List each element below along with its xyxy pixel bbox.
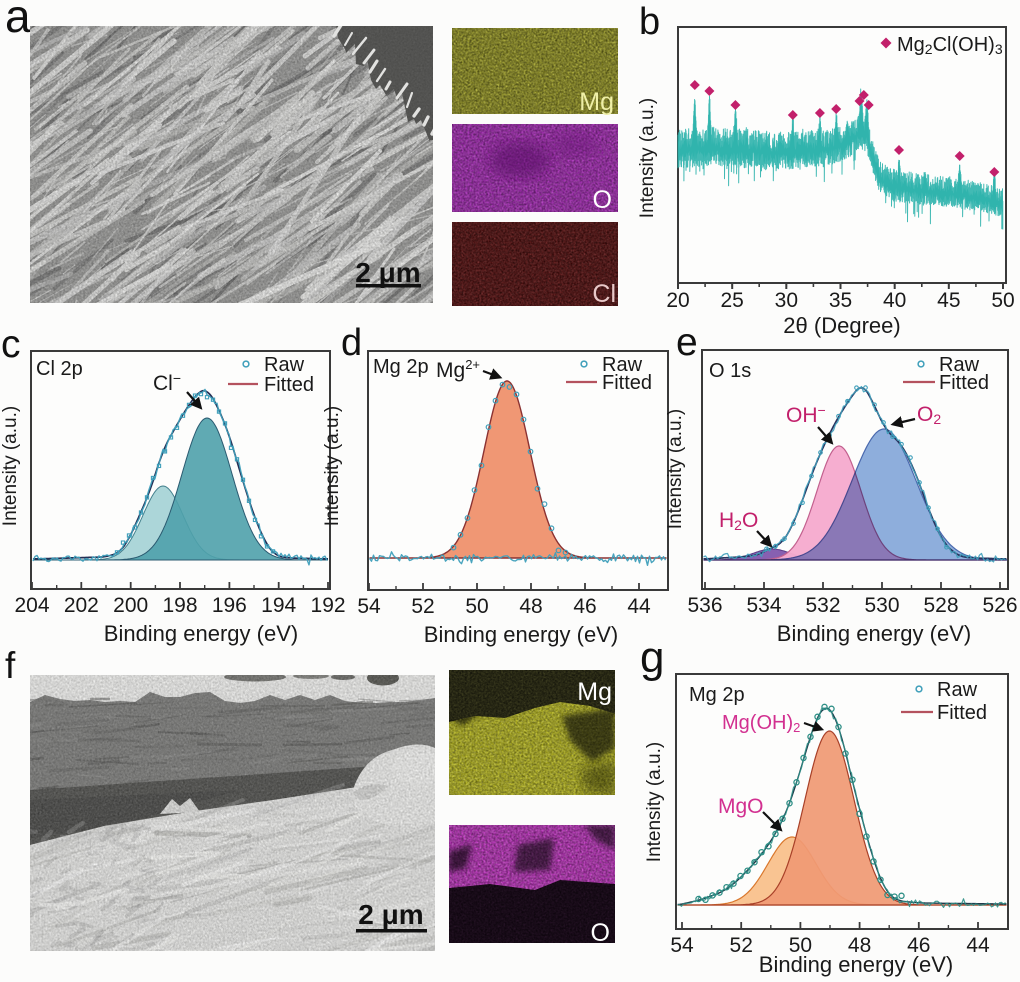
svg-text:44: 44 — [966, 934, 990, 957]
svg-text:Intensity (a.u.): Intensity (a.u.) — [322, 406, 343, 526]
svg-text:Mg2Cl(OH)3: Mg2Cl(OH)3 — [897, 34, 1003, 57]
svg-text:e: e — [676, 321, 698, 364]
svg-text:Fitted: Fitted — [937, 702, 987, 724]
svg-text:54: 54 — [357, 595, 381, 618]
svg-text:52: 52 — [730, 934, 753, 957]
svg-text:Raw: Raw — [939, 354, 980, 376]
svg-text:35: 35 — [829, 289, 852, 312]
svg-text:48: 48 — [519, 595, 542, 618]
svg-text:50: 50 — [991, 289, 1014, 312]
svg-text:2 μm: 2 μm — [355, 257, 420, 288]
svg-text:Intensity (a.u.): Intensity (a.u.) — [0, 406, 21, 526]
svg-text:Mg(OH)2: Mg(OH)2 — [722, 712, 800, 735]
svg-text:Raw: Raw — [264, 354, 305, 376]
svg-text:Intensity (a.u.): Intensity (a.u.) — [665, 409, 686, 529]
svg-text:200: 200 — [113, 594, 148, 617]
svg-text:30: 30 — [775, 289, 798, 312]
svg-text:Mg 2p: Mg 2p — [689, 684, 745, 706]
svg-text:52: 52 — [411, 595, 434, 618]
svg-text:f: f — [5, 645, 16, 686]
svg-text:194: 194 — [261, 594, 296, 617]
svg-text:2 μm: 2 μm — [358, 899, 423, 930]
svg-text:Intensity (a.u.): Intensity (a.u.) — [637, 98, 658, 218]
svg-text:c: c — [1, 323, 21, 366]
svg-text:O 1s: O 1s — [709, 360, 751, 382]
svg-text:Binding energy (eV): Binding energy (eV) — [759, 952, 953, 977]
svg-text:50: 50 — [465, 595, 488, 618]
svg-text:204: 204 — [14, 594, 49, 617]
svg-text:Cl 2p: Cl 2p — [36, 358, 83, 380]
svg-text:530: 530 — [864, 594, 899, 617]
svg-text:196: 196 — [212, 594, 247, 617]
svg-text:20: 20 — [666, 289, 689, 312]
svg-text:2θ (Degree): 2θ (Degree) — [783, 313, 900, 338]
svg-text:44: 44 — [627, 595, 651, 618]
svg-text:Binding energy (eV): Binding energy (eV) — [424, 622, 618, 647]
svg-text:198: 198 — [162, 594, 197, 617]
svg-text:534: 534 — [746, 594, 781, 617]
svg-text:Mg: Mg — [579, 88, 614, 116]
svg-text:O: O — [593, 186, 612, 214]
svg-text:Raw: Raw — [937, 679, 978, 701]
svg-text:MgO: MgO — [718, 795, 764, 818]
svg-text:Mg 2p: Mg 2p — [373, 356, 429, 378]
svg-text:528: 528 — [923, 594, 958, 617]
svg-text:46: 46 — [573, 595, 596, 618]
svg-text:192: 192 — [311, 594, 346, 617]
svg-text:25: 25 — [720, 289, 743, 312]
svg-text:54: 54 — [670, 934, 694, 957]
svg-text:Fitted: Fitted — [264, 374, 314, 396]
svg-text:Binding energy (eV): Binding energy (eV) — [104, 621, 298, 646]
svg-text:Fitted: Fitted — [602, 372, 652, 394]
svg-text:40: 40 — [883, 289, 906, 312]
svg-text:Raw: Raw — [602, 354, 643, 376]
svg-text:536: 536 — [687, 594, 722, 617]
svg-text:Cl: Cl — [592, 280, 616, 308]
svg-text:b: b — [639, 1, 660, 43]
svg-text:46: 46 — [907, 934, 930, 957]
svg-text:50: 50 — [789, 934, 812, 957]
svg-text:48: 48 — [848, 934, 871, 957]
svg-text:532: 532 — [805, 594, 840, 617]
svg-text:202: 202 — [64, 594, 99, 617]
svg-text:Intensity (a.u.): Intensity (a.u.) — [644, 742, 665, 862]
svg-text:O: O — [591, 919, 610, 947]
svg-text:Binding energy (eV): Binding energy (eV) — [777, 621, 971, 646]
svg-text:45: 45 — [937, 289, 960, 312]
svg-text:Mg: Mg — [577, 678, 612, 706]
svg-text:OH−: OH− — [786, 402, 826, 427]
svg-text:a: a — [5, 0, 31, 42]
svg-text:Fitted: Fitted — [939, 372, 989, 394]
svg-text:526: 526 — [982, 594, 1017, 617]
svg-text:g: g — [640, 633, 664, 682]
svg-text:d: d — [341, 322, 362, 364]
